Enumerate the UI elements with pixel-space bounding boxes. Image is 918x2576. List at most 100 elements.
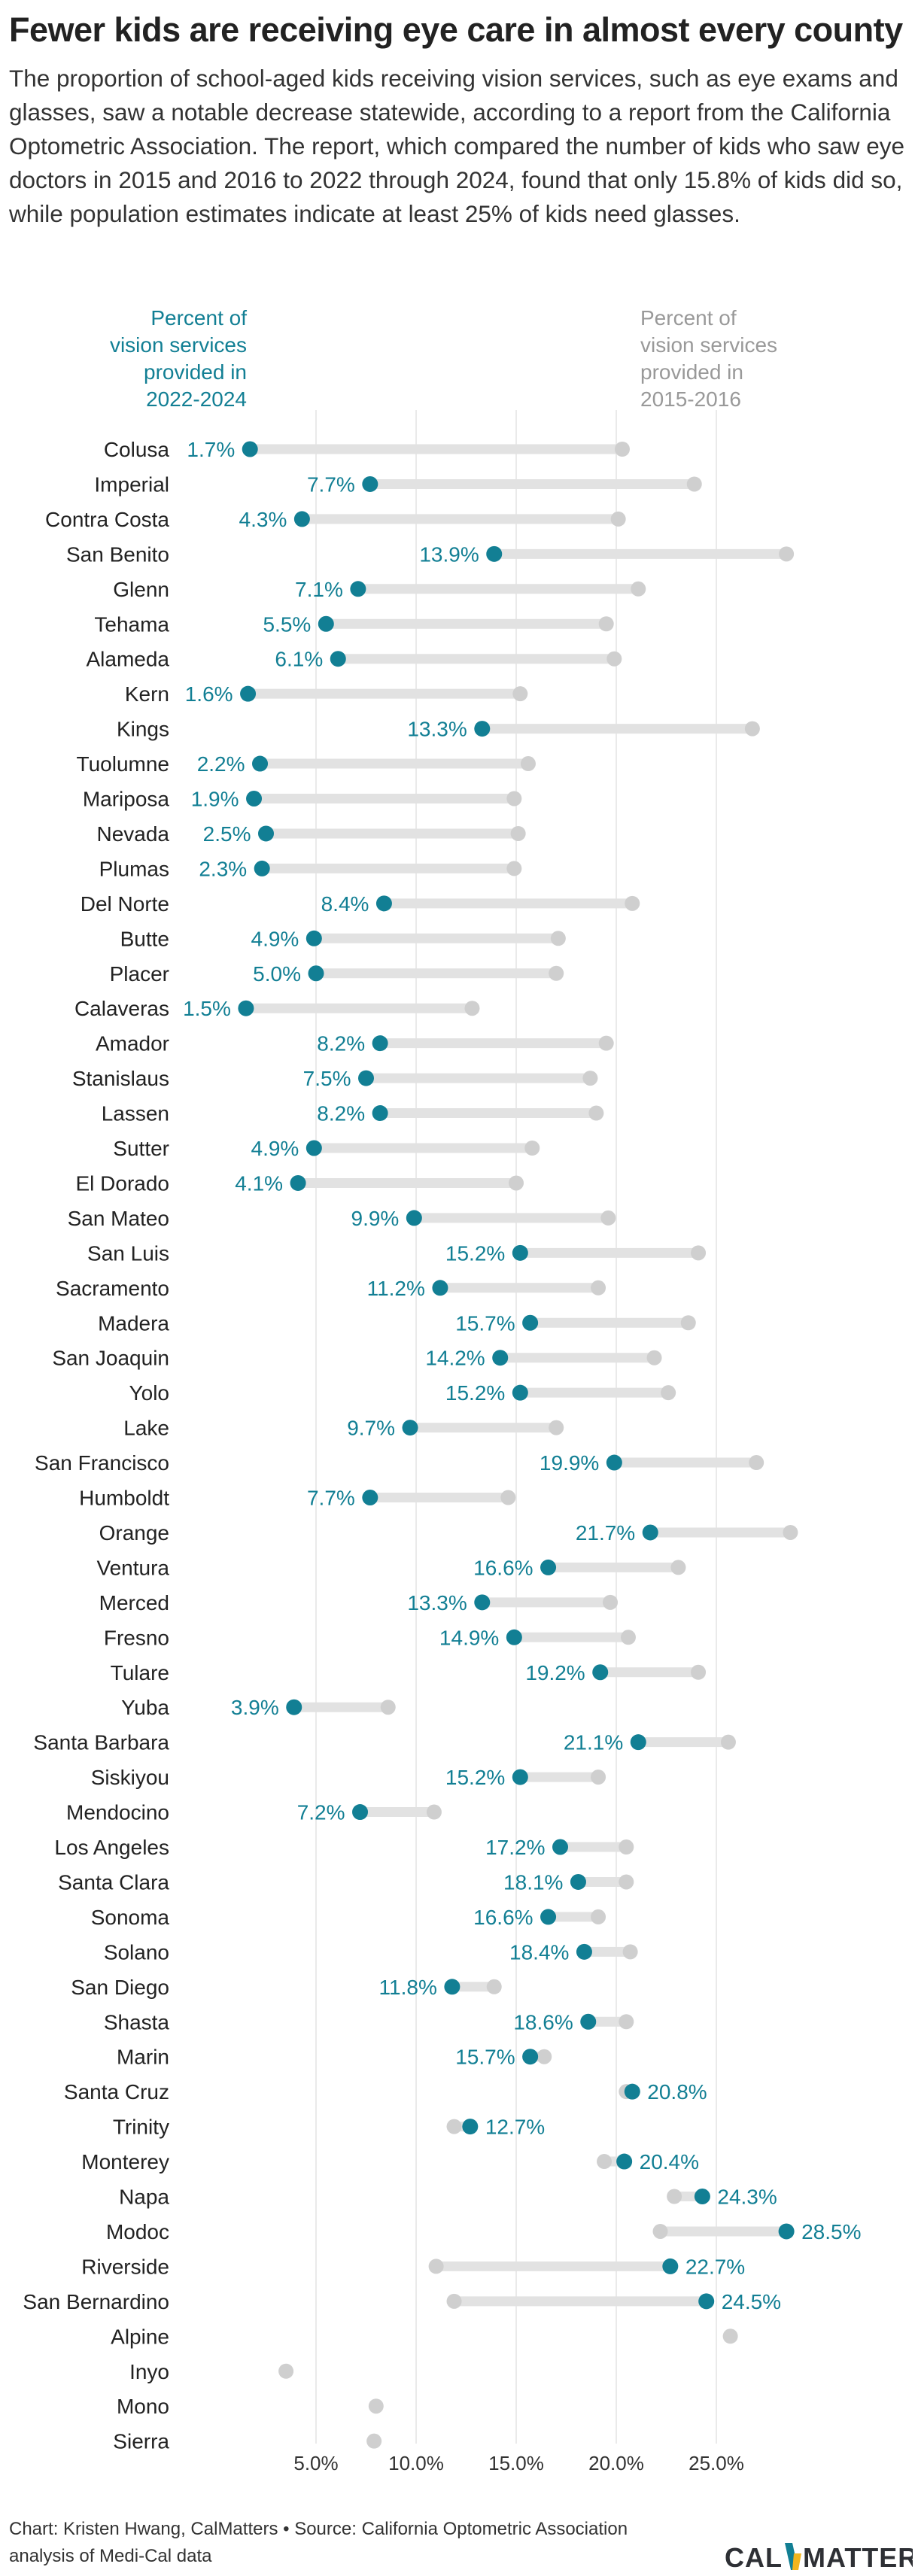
dot-2015-2016 bbox=[749, 1455, 764, 1471]
value-label: 18.4% bbox=[509, 1940, 569, 1964]
chart-subtitle: The proportion of school-aged kids recei… bbox=[9, 65, 904, 227]
dot-2022-2024 bbox=[308, 965, 324, 982]
dot-2022-2024 bbox=[240, 685, 257, 702]
value-label: 24.5% bbox=[722, 2290, 781, 2313]
value-label: 14.2% bbox=[425, 1347, 485, 1370]
dot-2022-2024 bbox=[474, 1594, 491, 1611]
dot-2015-2016 bbox=[783, 1524, 798, 1540]
value-label: 21.1% bbox=[564, 1731, 623, 1754]
dot-2015-2016 bbox=[366, 2433, 382, 2449]
dot-2022-2024 bbox=[444, 1979, 461, 1995]
dot-2022-2024 bbox=[506, 1629, 522, 1645]
dot-2022-2024 bbox=[486, 545, 503, 562]
dot-2015-2016 bbox=[506, 861, 522, 876]
value-label: 19.2% bbox=[525, 1661, 585, 1684]
dot-2022-2024 bbox=[293, 511, 310, 527]
dot-2015-2016 bbox=[603, 1594, 619, 1610]
county-row: Colusa 1.7% bbox=[104, 438, 630, 461]
chart-credit-line-1: Chart: Kristen Hwang, CalMatters • Sourc… bbox=[9, 2519, 628, 2539]
county-row: Stanislaus 7.5% bbox=[72, 1067, 598, 1090]
county-label: Lassen bbox=[102, 1102, 169, 1125]
value-label: 8.2% bbox=[317, 1102, 365, 1125]
county-label: San Diego bbox=[71, 1976, 169, 1999]
dot-2015-2016 bbox=[278, 2363, 294, 2379]
county-label: Madera bbox=[98, 1311, 169, 1335]
dot-2022-2024 bbox=[246, 791, 263, 807]
value-label: 21.7% bbox=[576, 1521, 635, 1545]
dot-2015-2016 bbox=[680, 1315, 696, 1331]
value-label: 11.2% bbox=[367, 1277, 425, 1300]
dot-2022-2024 bbox=[362, 1490, 378, 1505]
county-label: Sacramento bbox=[56, 1277, 169, 1300]
dot-2015-2016 bbox=[500, 1490, 516, 1505]
dot-2022-2024 bbox=[402, 1420, 418, 1436]
value-label: 13.3% bbox=[407, 1591, 467, 1615]
county-row: San Diego 11.8% bbox=[71, 1976, 502, 1999]
county-row: San Bernardino 24.5% bbox=[23, 2290, 781, 2313]
dot-2022-2024 bbox=[698, 2293, 715, 2310]
dot-2022-2024 bbox=[512, 1384, 528, 1401]
dot-2022-2024 bbox=[630, 1734, 646, 1751]
dot-2022-2024 bbox=[694, 2189, 710, 2204]
dot-2015-2016 bbox=[691, 1664, 707, 1680]
county-row: Trinity 12.7% bbox=[113, 2116, 545, 2139]
county-row: Glenn 7.1% bbox=[113, 578, 646, 601]
county-row: Tulare 19.2% bbox=[111, 1661, 707, 1684]
county-label: Plumas bbox=[99, 857, 169, 880]
county-label: Humboldt bbox=[79, 1487, 169, 1510]
value-label: 15.7% bbox=[455, 1311, 515, 1335]
x-tick-label: 10.0% bbox=[388, 2452, 444, 2474]
county-row: Yolo 15.2% bbox=[129, 1381, 676, 1405]
county-row: Kern 1.6% bbox=[125, 682, 528, 706]
dot-2015-2016 bbox=[598, 616, 614, 632]
county-row: Fresno 14.9% bbox=[104, 1626, 636, 1649]
legend-previous-line: 2015-2016 bbox=[640, 387, 741, 411]
county-row: Orange 21.7% bbox=[99, 1521, 798, 1545]
value-label: 9.7% bbox=[347, 1417, 395, 1440]
value-label: 15.2% bbox=[445, 1766, 505, 1789]
value-label: 12.7% bbox=[485, 2116, 545, 2139]
dot-2015-2016 bbox=[652, 2223, 668, 2239]
dot-2015-2016 bbox=[446, 2119, 462, 2134]
county-row: Tehama 5.5% bbox=[94, 612, 614, 636]
legend-current-line: 2022-2024 bbox=[146, 387, 247, 411]
county-row: Sierra bbox=[113, 2430, 382, 2453]
value-label: 4.9% bbox=[251, 1137, 299, 1160]
dot-2022-2024 bbox=[358, 1070, 374, 1086]
value-label: 24.3% bbox=[717, 2186, 777, 2209]
dot-2015-2016 bbox=[606, 651, 622, 667]
county-label: San Bernardino bbox=[23, 2290, 169, 2313]
county-label: Butte bbox=[120, 927, 169, 950]
dot-2022-2024 bbox=[552, 1839, 569, 1855]
county-row: Madera 15.7% bbox=[98, 1311, 696, 1335]
value-label: 15.2% bbox=[445, 1381, 505, 1405]
county-label: Santa Cruz bbox=[64, 2080, 169, 2104]
county-label: Alpine bbox=[111, 2325, 169, 2348]
dot-2015-2016 bbox=[691, 1245, 707, 1261]
dot-2015-2016 bbox=[537, 2049, 552, 2064]
county-row: Lake 9.7% bbox=[123, 1417, 564, 1440]
county-label: Colusa bbox=[104, 438, 170, 461]
county-row: Alpine bbox=[111, 2325, 738, 2348]
county-row: Solano 18.4% bbox=[104, 1940, 638, 1964]
dot-2015-2016 bbox=[620, 1630, 636, 1645]
dot-2015-2016 bbox=[614, 442, 630, 457]
legend-previous: Percent of vision services provided in 2015… bbox=[640, 306, 777, 411]
value-label: 1.5% bbox=[183, 997, 231, 1020]
county-label: Yolo bbox=[129, 1381, 169, 1405]
county-row: Placer 5.0% bbox=[110, 962, 564, 986]
county-label: Kings bbox=[117, 718, 169, 741]
dot-2022-2024 bbox=[362, 475, 378, 492]
county-row: Santa Barbara 21.1% bbox=[33, 1731, 736, 1754]
value-label: 18.1% bbox=[503, 1870, 563, 1894]
chart-credit-line-2: analysis of Medi-Cal data bbox=[9, 2546, 212, 2566]
value-label: 13.9% bbox=[419, 542, 479, 566]
county-row: Kings 13.3% bbox=[117, 718, 760, 741]
county-label: San Benito bbox=[66, 542, 169, 566]
logo-mark-icon bbox=[785, 2543, 801, 2570]
value-label: 20.8% bbox=[647, 2080, 707, 2104]
county-label: Mariposa bbox=[83, 788, 170, 811]
value-label: 7.7% bbox=[307, 1487, 355, 1510]
dot-2015-2016 bbox=[619, 1839, 634, 1855]
dot-2022-2024 bbox=[540, 1559, 557, 1575]
